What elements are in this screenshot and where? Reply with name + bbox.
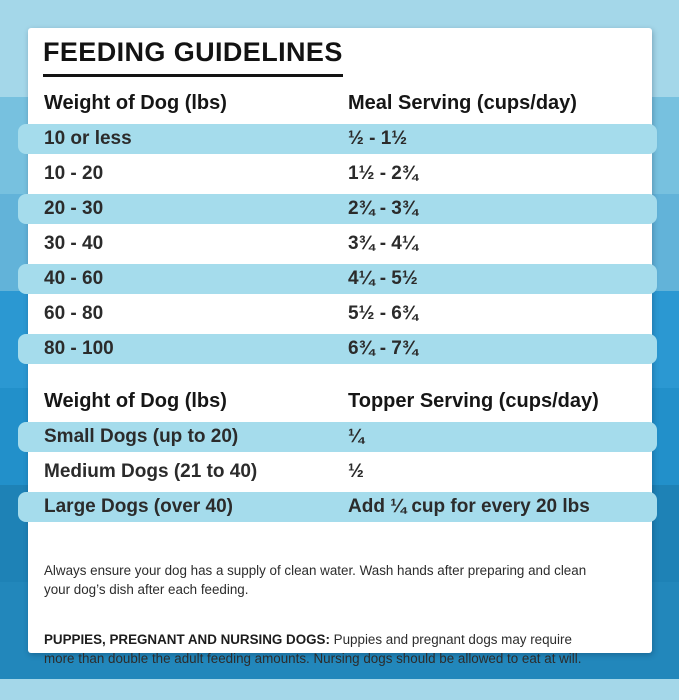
serving-cell: Add ¼ cup for every 20 lbs: [348, 496, 590, 517]
guidelines-card: FEEDING GUIDELINES Weight of Dog (lbs) M…: [18, 28, 657, 666]
table-row: Large Dogs (over 40) Add ¼ cup for every…: [18, 492, 657, 522]
weight-cell: Medium Dogs (21 to 40): [44, 461, 258, 482]
puppies-note: PUPPIES, PREGNANT AND NURSING DOGS: Pupp…: [44, 631, 636, 669]
weight-cell: 80 - 100: [44, 338, 114, 359]
topper-table-header: Weight of Dog (lbs) Topper Serving (cups…: [28, 390, 652, 412]
page-title: FEEDING GUIDELINES: [43, 39, 343, 77]
footnotes: Always ensure your dog has a supply of c…: [28, 543, 652, 700]
water-note: Always ensure your dog has a supply of c…: [44, 562, 636, 600]
meal-col1-header: Weight of Dog (lbs): [44, 92, 227, 114]
weight-cell: 10 or less: [44, 128, 132, 149]
weight-cell: 60 - 80: [44, 303, 104, 324]
topper-col2-header: Topper Serving (cups/day): [348, 390, 599, 412]
puppies-note-text: Puppies and pregnant dogs may require mo…: [44, 632, 582, 666]
table-row: Medium Dogs (21 to 40) ½: [18, 457, 657, 487]
serving-cell: 2¾ - 3¾: [348, 198, 418, 219]
weight-cell: 30 - 40: [44, 233, 104, 254]
weight-cell: 10 - 20: [44, 163, 104, 184]
serving-cell: 4¼ - 5½: [348, 268, 418, 289]
table-row: 30 - 40 3¾ - 4¼: [18, 229, 657, 259]
serving-cell: 6¾ - 7¾: [348, 338, 418, 359]
table-row: 80 - 100 6¾ - 7¾: [18, 334, 657, 364]
feeding-guidelines-panel: { "title": "FEEDING GUIDELINES", "meal_t…: [0, 0, 679, 679]
meal-col2-header: Meal Serving (cups/day): [348, 92, 577, 114]
water-note-text: Always ensure your dog has a supply of c…: [44, 562, 587, 597]
topper-col1-header: Weight of Dog (lbs): [44, 390, 227, 412]
puppies-note-label: PUPPIES, PREGNANT AND NURSING DOGS:: [44, 632, 330, 648]
meal-table: 10 or less ½ - 1½ 10 - 20 1½ - 2¾ 20 - 3…: [18, 124, 657, 364]
serving-cell: 3¾ - 4¼: [348, 233, 418, 254]
weight-cell: Small Dogs (up to 20): [44, 426, 239, 447]
weight-cell: Large Dogs (over 40): [44, 496, 233, 517]
table-row: Small Dogs (up to 20) ¼: [18, 422, 657, 452]
serving-cell: ½: [348, 461, 364, 482]
weight-cell: 40 - 60: [44, 268, 104, 289]
table-row: 10 or less ½ - 1½: [18, 124, 657, 154]
table-row: 20 - 30 2¾ - 3¾: [18, 194, 657, 224]
table-row: 40 - 60 4¼ - 5½: [18, 264, 657, 294]
serving-cell: 5½ - 6¾: [348, 303, 418, 324]
weight-cell: 20 - 30: [44, 198, 104, 219]
serving-cell: 1½ - 2¾: [348, 163, 418, 184]
serving-cell: ¼: [348, 426, 364, 447]
meal-table-header: Weight of Dog (lbs) Meal Serving (cups/d…: [28, 92, 652, 114]
serving-cell: ½ - 1½: [348, 128, 408, 149]
table-row: 10 - 20 1½ - 2¾: [18, 159, 657, 189]
table-row: 60 - 80 5½ - 6¾: [18, 299, 657, 329]
topper-table: Small Dogs (up to 20) ¼ Medium Dogs (21 …: [18, 422, 657, 522]
